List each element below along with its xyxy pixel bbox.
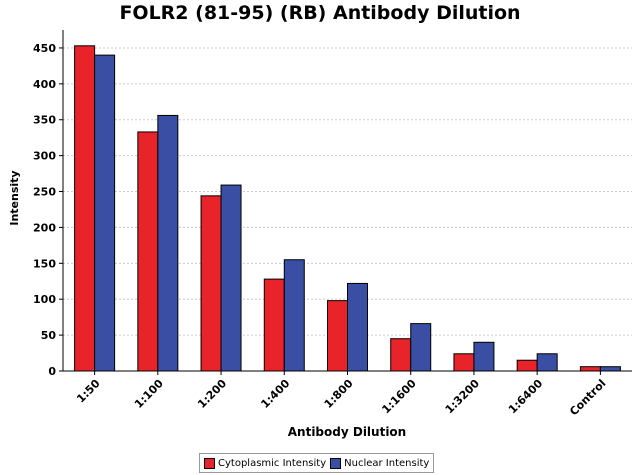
y-tick-label: 50 <box>41 329 57 342</box>
bar-nuclear <box>410 323 432 372</box>
x-tick-label: Control <box>567 377 608 418</box>
x-tick-label: 1:200 <box>195 377 229 411</box>
bar-cytoplasmic <box>137 131 159 372</box>
bar-cytoplasmic <box>516 359 538 372</box>
x-tick-label: 1:50 <box>74 377 103 406</box>
bar-cytoplasmic <box>453 353 475 372</box>
y-tick-label: 450 <box>33 42 56 55</box>
bar-nuclear <box>536 353 558 372</box>
bar-nuclear <box>94 54 116 372</box>
bar-cytoplasmic <box>74 45 96 372</box>
legend-label-cytoplasmic: Cytoplasmic Intensity <box>218 457 327 469</box>
bar-nuclear <box>157 114 179 372</box>
y-tick-label: 200 <box>33 221 56 234</box>
bar-nuclear <box>473 341 495 372</box>
bar-nuclear <box>220 184 242 372</box>
legend-swatch-nuclear <box>330 457 342 469</box>
legend-label-nuclear: Nuclear Intensity <box>344 457 430 469</box>
y-tick-label: 100 <box>33 293 56 306</box>
legend-item-cytoplasmic: Cytoplasmic Intensity <box>204 457 327 469</box>
y-tick-label: 400 <box>33 78 56 91</box>
x-tick-label: 1:6400 <box>506 377 546 417</box>
bar-nuclear <box>347 282 368 372</box>
chart-title: FOLR2 (81-95) (RB) Antibody Dilution <box>119 2 521 24</box>
y-tick-label: 300 <box>33 150 56 163</box>
y-tick-label: 150 <box>33 257 56 270</box>
legend-swatch-cytoplasmic <box>204 457 215 469</box>
bar-nuclear <box>599 366 621 372</box>
y-tick-label: 0 <box>48 365 56 378</box>
x-tick-label: 1:800 <box>322 377 356 411</box>
bar-cytoplasmic <box>327 300 348 372</box>
y-tick-label: 250 <box>33 186 56 199</box>
x-tick-label: 1:3200 <box>443 377 483 417</box>
bar-cytoplasmic <box>390 338 412 372</box>
legend-item-nuclear: Nuclear Intensity <box>330 457 430 469</box>
bar-cytoplasmic <box>579 366 601 372</box>
bar-nuclear <box>283 259 305 372</box>
bar-cytoplasmic <box>263 278 285 372</box>
x-tick-label: 1:400 <box>258 377 292 411</box>
chart-legend: Cytoplasmic Intensity Nuclear Intensity <box>199 453 435 473</box>
x-axis-label: Antibody Dilution <box>287 425 407 439</box>
y-tick-label: 350 <box>33 114 56 127</box>
x-tick-label: 1:1600 <box>379 377 419 417</box>
x-tick-label: 1:100 <box>132 377 166 411</box>
bar-cytoplasmic <box>200 195 222 372</box>
